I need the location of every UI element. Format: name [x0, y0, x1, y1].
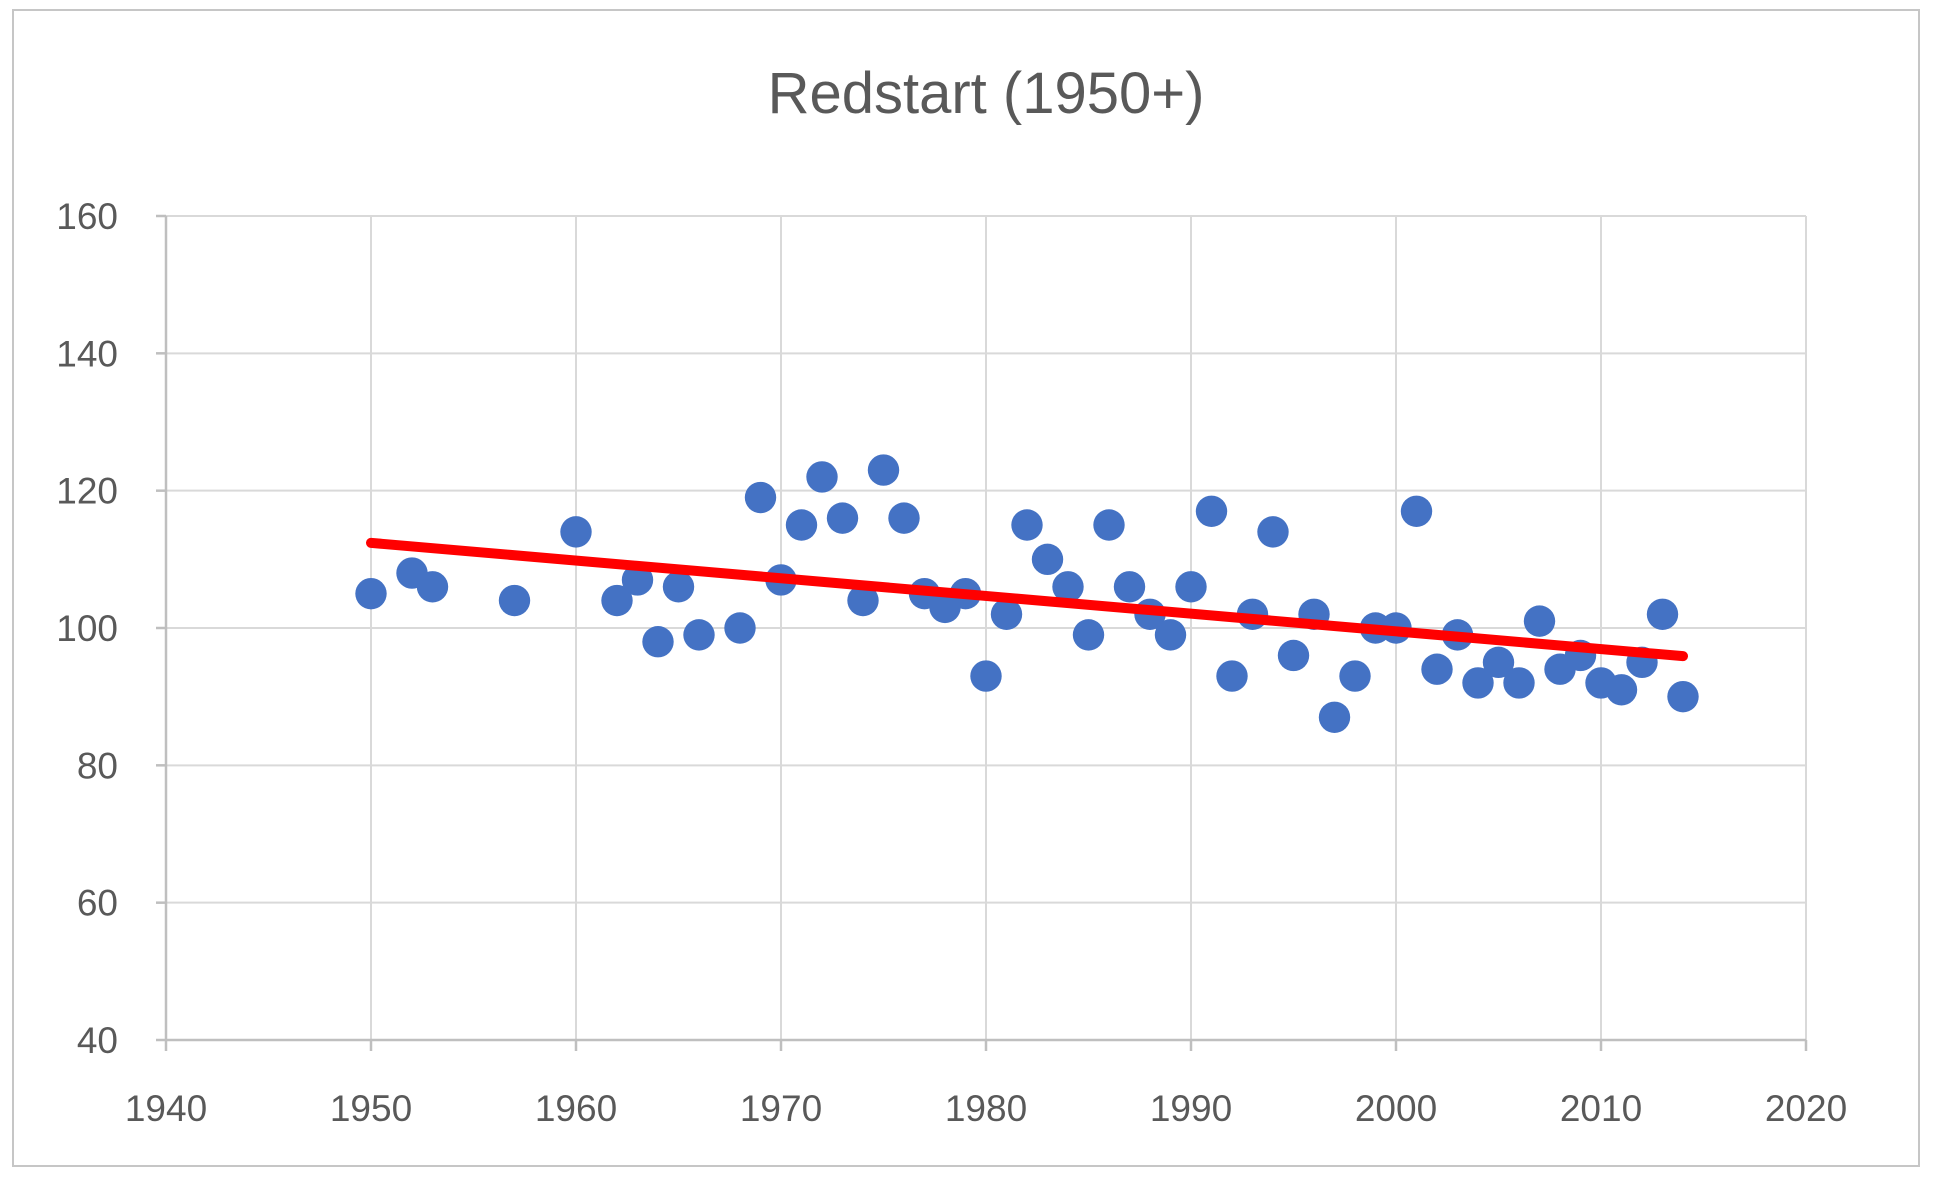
- data-point: [744, 481, 777, 514]
- data-point: [1011, 509, 1043, 541]
- data-point: [1093, 509, 1125, 541]
- x-axis-tick-label: 1970: [740, 1088, 822, 1129]
- chart-title: Redstart (1950+): [768, 61, 1205, 126]
- y-axis-tick-labels: 40 60 80 100 120 140 160: [56, 196, 118, 1061]
- data-point: [1031, 543, 1064, 576]
- data-point: [1154, 619, 1187, 651]
- data-point: [1052, 571, 1084, 603]
- axes: [156, 214, 1808, 1051]
- data-point: [990, 598, 1023, 630]
- data-point: [1195, 495, 1228, 527]
- data-point: [724, 612, 756, 644]
- y-axis-tick-label: 100: [56, 608, 118, 649]
- data-point: [1318, 701, 1351, 733]
- data-point: [601, 584, 633, 617]
- data-point: [867, 454, 900, 486]
- x-axis-tick-label: 1990: [1150, 1088, 1232, 1129]
- data-point: [1400, 495, 1433, 527]
- gridlines: [166, 215, 1807, 1041]
- data-point: [1605, 674, 1638, 706]
- data-point: [1216, 660, 1248, 692]
- trendline-segment: [366, 537, 1688, 662]
- data-point: [498, 584, 531, 617]
- x-axis-tick-label: 1960: [535, 1088, 617, 1129]
- data-point: [1462, 667, 1494, 699]
- data-point: [970, 660, 1002, 692]
- y-axis-tick-label: 60: [77, 883, 118, 924]
- data-point: [785, 509, 818, 541]
- y-axis-tick-label: 140: [56, 333, 118, 374]
- x-axis-tick-label: 2010: [1560, 1088, 1642, 1129]
- x-axis-tick-label: 1950: [330, 1088, 412, 1129]
- data-point: [355, 577, 387, 610]
- trendline: [366, 537, 1688, 662]
- x-axis-tick-label: 1980: [945, 1088, 1027, 1129]
- x-axis-tick-label: 1940: [125, 1088, 207, 1129]
- data-point: [1277, 639, 1310, 672]
- data-point: [826, 502, 859, 534]
- data-point: [416, 571, 449, 603]
- data-point: [1072, 619, 1105, 651]
- y-axis-tick-label: 80: [77, 745, 118, 786]
- data-point: [560, 516, 592, 548]
- data-point: [1667, 680, 1699, 713]
- x-axis-tick-labels: 1940 1950 1960 1970 1980 1990 2000 2010 2020: [125, 1088, 1847, 1129]
- y-axis-tick-label: 160: [56, 196, 118, 237]
- x-axis-tick-label: 2020: [1765, 1088, 1847, 1129]
- data-point: [1257, 516, 1289, 548]
- data-point: [888, 502, 920, 534]
- data-point: [1523, 605, 1556, 637]
- data-point: [621, 564, 654, 596]
- data-point: [683, 619, 715, 651]
- data-point: [806, 461, 838, 493]
- data-point: [1503, 667, 1535, 699]
- x-axis-tick-label: 2000: [1355, 1088, 1437, 1129]
- data-point: [642, 626, 674, 658]
- data-point: [662, 571, 695, 603]
- data-point: [1482, 646, 1515, 679]
- y-axis-tick-label: 40: [77, 1020, 118, 1061]
- data-point: [1113, 571, 1146, 603]
- data-point: [1175, 571, 1207, 603]
- data-point: [847, 584, 879, 617]
- data-point-series: [355, 454, 1699, 733]
- data-point: [1646, 598, 1679, 630]
- y-axis-tick-label: 120: [56, 471, 118, 512]
- data-point: [1339, 660, 1371, 692]
- data-point: [1421, 653, 1453, 685]
